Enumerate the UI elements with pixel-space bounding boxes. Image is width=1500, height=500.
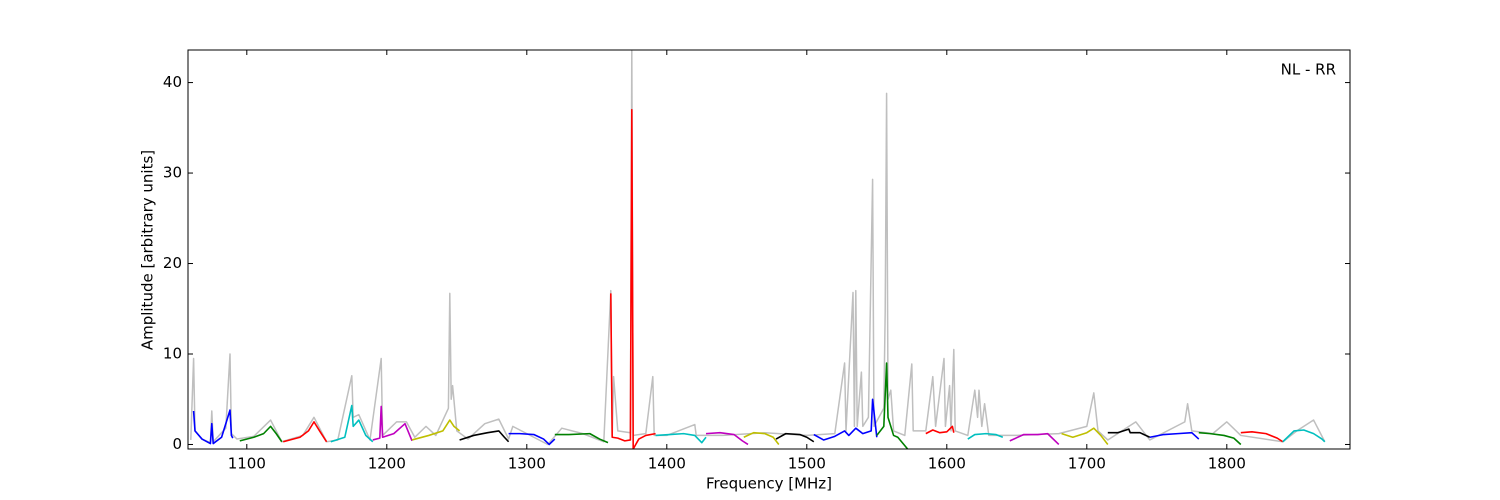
series-line — [775, 432, 815, 443]
y-tick-label: 20 — [163, 254, 182, 272]
y-tick-label: 30 — [163, 164, 182, 182]
series-line — [925, 425, 955, 435]
series-line — [1107, 428, 1151, 438]
x-tick-label: 1200 — [368, 455, 406, 473]
series-line — [239, 425, 283, 443]
axes-frame — [187, 49, 1351, 450]
series-line — [876, 362, 909, 449]
x-axis-label: Frequency [MHz] — [706, 475, 832, 493]
series-line — [282, 421, 328, 443]
series-line — [655, 432, 707, 444]
plot-area — [190, 50, 1326, 449]
x-tick-label: 1800 — [1208, 455, 1246, 473]
series-line — [192, 409, 234, 445]
series-line — [1061, 427, 1109, 445]
x-tick-label: 1100 — [228, 455, 266, 473]
annotation: NL - RR — [1281, 61, 1336, 79]
y-tick-label: 10 — [163, 345, 182, 363]
x-tick-label: 1600 — [928, 455, 966, 473]
series-line — [1198, 431, 1242, 446]
series-line — [554, 432, 609, 444]
series-line — [1240, 431, 1284, 443]
x-tick-label: 1300 — [508, 455, 546, 473]
series-line — [508, 432, 556, 446]
series-line — [330, 404, 374, 443]
x-tick-label: 1700 — [1068, 455, 1106, 473]
x-tick-label: 1400 — [648, 455, 686, 473]
y-axis-label: Amplitude [arbitrary units] — [139, 150, 157, 350]
series-line — [610, 108, 656, 449]
series-line — [1149, 431, 1200, 440]
series-line — [372, 405, 413, 442]
y-tick-label: 40 — [163, 73, 182, 91]
series-line — [743, 431, 780, 445]
series-line — [967, 432, 1004, 440]
series-line — [459, 430, 510, 443]
y-tick-label: 0 — [172, 435, 182, 453]
x-tick-label: 1500 — [788, 455, 826, 473]
series-line — [1282, 429, 1326, 443]
series-line — [1009, 432, 1060, 446]
series-line — [813, 398, 878, 441]
series-line — [190, 50, 1326, 446]
series-line — [411, 419, 461, 441]
series-line — [705, 431, 749, 446]
